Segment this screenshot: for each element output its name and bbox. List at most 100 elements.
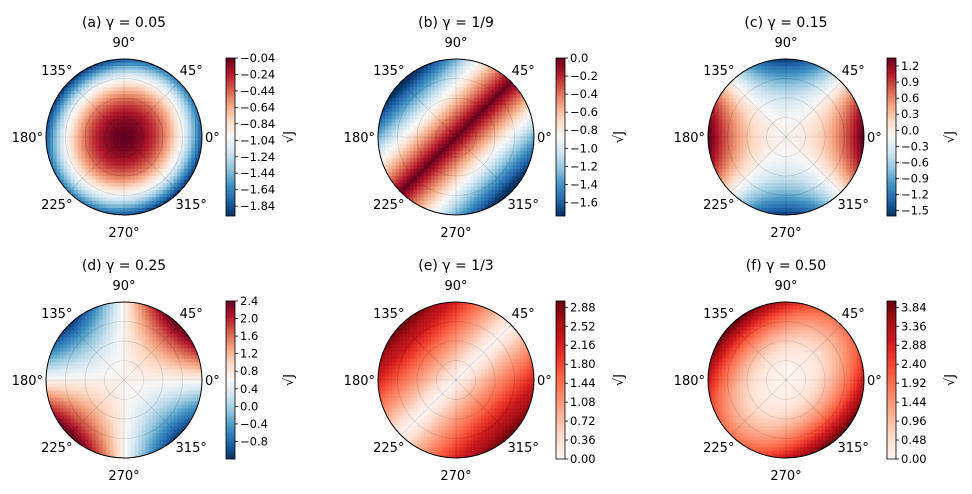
heat-cell <box>53 108 58 113</box>
heat-cell <box>729 80 734 85</box>
heat-cell <box>505 62 510 67</box>
heat-cell <box>434 122 439 127</box>
heat-cell <box>459 133 464 138</box>
heat-cell <box>187 112 192 117</box>
subplot-title: (a) γ = 0.05 <box>82 15 166 31</box>
heat-cell <box>480 137 485 142</box>
heat-cell <box>152 137 157 142</box>
heat-cell <box>498 83 503 88</box>
heat-cell <box>722 158 727 163</box>
heat-cell <box>138 193 143 198</box>
heat-cell <box>417 108 422 113</box>
heat-cell <box>505 108 510 113</box>
heat-cell <box>530 186 534 191</box>
heat-cell <box>722 105 727 110</box>
heat-cell <box>81 62 86 67</box>
heat-cell <box>92 200 97 205</box>
heat-cell <box>170 122 175 127</box>
heat-cell <box>406 168 411 174</box>
heat-cell <box>516 115 521 120</box>
heat-cell <box>81 126 86 131</box>
heat-cell <box>124 154 129 159</box>
heat-cell <box>124 158 129 163</box>
heat-cell <box>163 144 168 149</box>
heat-cell <box>131 126 136 131</box>
heat-cell <box>771 105 776 110</box>
heat-cell <box>70 165 75 170</box>
heat-cell <box>92 105 97 110</box>
heat-cell <box>392 147 397 152</box>
heat-cell <box>736 62 741 67</box>
heat-cell <box>399 176 404 181</box>
heat-cell <box>505 98 510 103</box>
heat-cell <box>718 158 723 163</box>
heat-cell <box>95 73 100 78</box>
heat-cell <box>764 83 769 88</box>
heat-cell <box>198 87 202 92</box>
heat-cell <box>491 144 496 149</box>
heat-cell <box>420 193 425 198</box>
heat-cell <box>505 133 510 138</box>
heat-cell <box>427 66 432 71</box>
heat-cell <box>131 87 136 92</box>
heat-cell <box>145 90 150 96</box>
heat-cell <box>754 137 759 142</box>
heat-cell <box>768 137 773 142</box>
heat-cell <box>417 168 422 174</box>
heat-cell <box>502 137 507 142</box>
heat-cell <box>456 193 461 198</box>
heat-cell <box>711 161 716 166</box>
heat-cell <box>530 165 534 170</box>
heat-cell <box>722 168 727 174</box>
heat-cell <box>198 126 202 131</box>
heat-cell <box>131 119 136 124</box>
heat-cell <box>729 165 734 170</box>
heat-cell <box>448 168 454 174</box>
heat-cell <box>417 90 422 96</box>
heat-cell <box>95 147 100 152</box>
heat-cell <box>106 204 111 209</box>
heat-cell <box>764 129 769 135</box>
heat-cell <box>477 90 482 96</box>
heat-cell <box>74 69 79 74</box>
heat-cell <box>477 197 482 202</box>
heat-cell <box>470 101 475 106</box>
heat-cell <box>441 112 446 117</box>
heat-cell <box>519 126 524 131</box>
heat-cell <box>60 165 65 170</box>
heat-cell <box>173 126 178 131</box>
heat-cell <box>420 176 425 181</box>
heat-cell <box>519 168 524 174</box>
heat-cell <box>113 168 118 174</box>
heat-cell <box>477 158 482 163</box>
heat-cell <box>431 66 436 71</box>
heat-cell <box>498 101 503 106</box>
heat-cell <box>516 83 521 88</box>
heat-cell <box>459 105 464 110</box>
heat-cell <box>148 176 153 181</box>
heat-cell <box>736 190 741 195</box>
heat-cell <box>99 83 104 88</box>
heat-cell <box>106 165 111 170</box>
heat-cell <box>708 98 713 103</box>
heat-cell <box>512 115 517 120</box>
heat-cell <box>102 62 107 67</box>
heat-cell <box>473 101 478 106</box>
heat-cell <box>747 172 752 177</box>
heat-cell <box>177 144 182 149</box>
heat-cell <box>480 144 485 149</box>
heat-cell <box>768 73 773 78</box>
heat-cell <box>764 183 769 188</box>
heat-cell <box>406 147 411 152</box>
heat-cell <box>498 126 503 131</box>
heat-cell <box>95 211 100 215</box>
heat-cell <box>715 90 720 96</box>
heat-cell <box>466 144 471 149</box>
heat-cell <box>516 168 521 174</box>
heat-cell <box>120 98 125 103</box>
heat-cell <box>388 151 393 156</box>
heat-cell <box>88 147 93 152</box>
heat-cell <box>385 101 390 106</box>
heat-cell <box>530 137 534 142</box>
heat-cell <box>441 83 446 88</box>
